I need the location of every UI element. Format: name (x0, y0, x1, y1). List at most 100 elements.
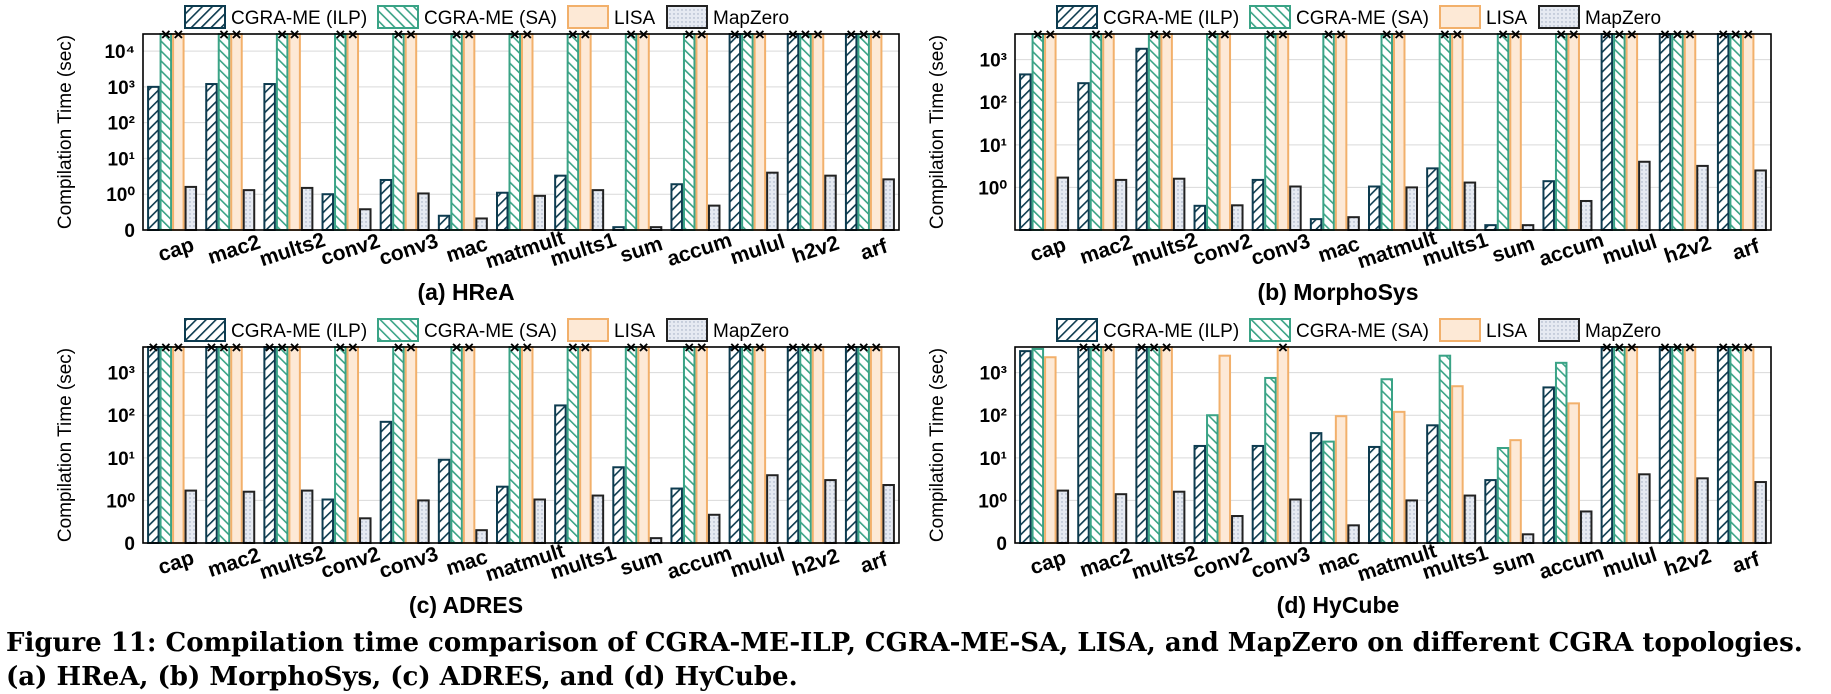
legend-label: MapZero (1585, 321, 1661, 342)
legend-label: MapZero (1585, 8, 1661, 29)
bar (450, 346, 463, 544)
legend-swatch (1056, 5, 1098, 29)
bar (1600, 346, 1614, 544)
legend-swatch (1439, 5, 1481, 29)
bar (824, 479, 837, 545)
x-tick-label: mults2 (257, 541, 328, 584)
bar (1625, 346, 1639, 544)
bar (1289, 498, 1302, 544)
bar (554, 404, 567, 545)
legend-label: CGRA-ME (SA) (1296, 321, 1429, 342)
bar (147, 346, 160, 544)
plot-frame (1014, 33, 1772, 231)
bar (1542, 386, 1555, 544)
bar (1683, 33, 1697, 231)
x-tick-label: accum (664, 542, 734, 584)
legend-swatch (377, 318, 419, 342)
legend: CGRA-ME (ILP) CGRA-ME (SA) LISA MapZero (184, 318, 789, 342)
bar (1438, 33, 1452, 231)
bar (1334, 415, 1348, 544)
legend-label: CGRA-ME (SA) (424, 321, 557, 342)
bar (1206, 414, 1219, 545)
bar (1716, 346, 1730, 544)
bar (579, 33, 592, 231)
bar (496, 191, 509, 232)
bar (346, 346, 360, 544)
bar (1114, 178, 1128, 232)
bar (1089, 33, 1103, 231)
y-tick-label: 0 (996, 534, 1007, 555)
x-tick-label: mulul (727, 543, 787, 582)
bar (682, 346, 696, 544)
y-tick-label: 10² (108, 114, 135, 135)
x-tick-label: mults2 (1129, 228, 1200, 271)
bar (1231, 204, 1244, 231)
bar (786, 33, 800, 231)
x-tick-label: conv3 (1248, 543, 1313, 584)
bar (670, 487, 683, 544)
bar (1426, 424, 1439, 544)
bar (882, 178, 895, 232)
x-tick-label: arf (1730, 547, 1764, 577)
bar (1683, 346, 1697, 544)
legend-swatch (1249, 5, 1291, 29)
bar (1160, 346, 1173, 544)
bar (728, 346, 742, 544)
x-tick-label: h2v2 (789, 544, 842, 581)
bar (1509, 33, 1522, 231)
bar (612, 466, 625, 544)
bar (707, 513, 721, 544)
bar (1251, 178, 1265, 232)
bar (1276, 33, 1290, 231)
bar (172, 33, 185, 231)
bar (1696, 477, 1709, 544)
bar (1218, 354, 1232, 544)
bar (811, 33, 825, 231)
bar (184, 489, 198, 544)
bar (1309, 218, 1323, 231)
bar (1251, 444, 1265, 544)
x-tick-label: cap (1027, 546, 1069, 579)
bar (1089, 346, 1103, 544)
bar (288, 33, 301, 231)
x-tick-label: mults2 (257, 228, 328, 271)
y-tick-label: 10⁰ (978, 178, 1007, 199)
bar (334, 346, 347, 544)
x-tick-label: h2v2 (1661, 544, 1714, 581)
bar (205, 346, 218, 544)
bar (857, 346, 870, 544)
bar (321, 193, 335, 232)
legend-label: LISA (1486, 8, 1528, 29)
bar (1638, 160, 1651, 232)
bar (1754, 169, 1767, 232)
bar (695, 33, 708, 231)
y-tick-label: 10⁴ (104, 42, 135, 63)
bar (1193, 444, 1207, 544)
chart-title: (a) HReA (417, 279, 514, 305)
bar (1671, 33, 1684, 231)
bar (1102, 346, 1115, 544)
bar (682, 33, 696, 231)
x-tick-label: conv2 (318, 230, 383, 271)
bar (1484, 479, 1497, 545)
bar (1172, 177, 1186, 231)
bar (217, 33, 231, 231)
legend: CGRA-ME (ILP) CGRA-ME (SA) LISA MapZero (1056, 318, 1661, 342)
bar (1393, 410, 1406, 544)
y-axis-label: Compilation Time (sec) (927, 35, 948, 229)
bar (1451, 33, 1464, 231)
bar (392, 346, 405, 544)
bar (753, 33, 767, 231)
bar (462, 33, 476, 231)
plot-frame (1014, 346, 1772, 544)
bar (1322, 33, 1335, 231)
y-tick-label: 10³ (980, 51, 1007, 72)
bar (1031, 347, 1045, 544)
bar (346, 33, 360, 231)
legend-label: MapZero (713, 321, 789, 342)
bar (379, 420, 393, 544)
legend-label: CGRA-ME (ILP) (231, 8, 367, 29)
bar (1147, 346, 1161, 544)
legend-label: MapZero (713, 8, 789, 29)
